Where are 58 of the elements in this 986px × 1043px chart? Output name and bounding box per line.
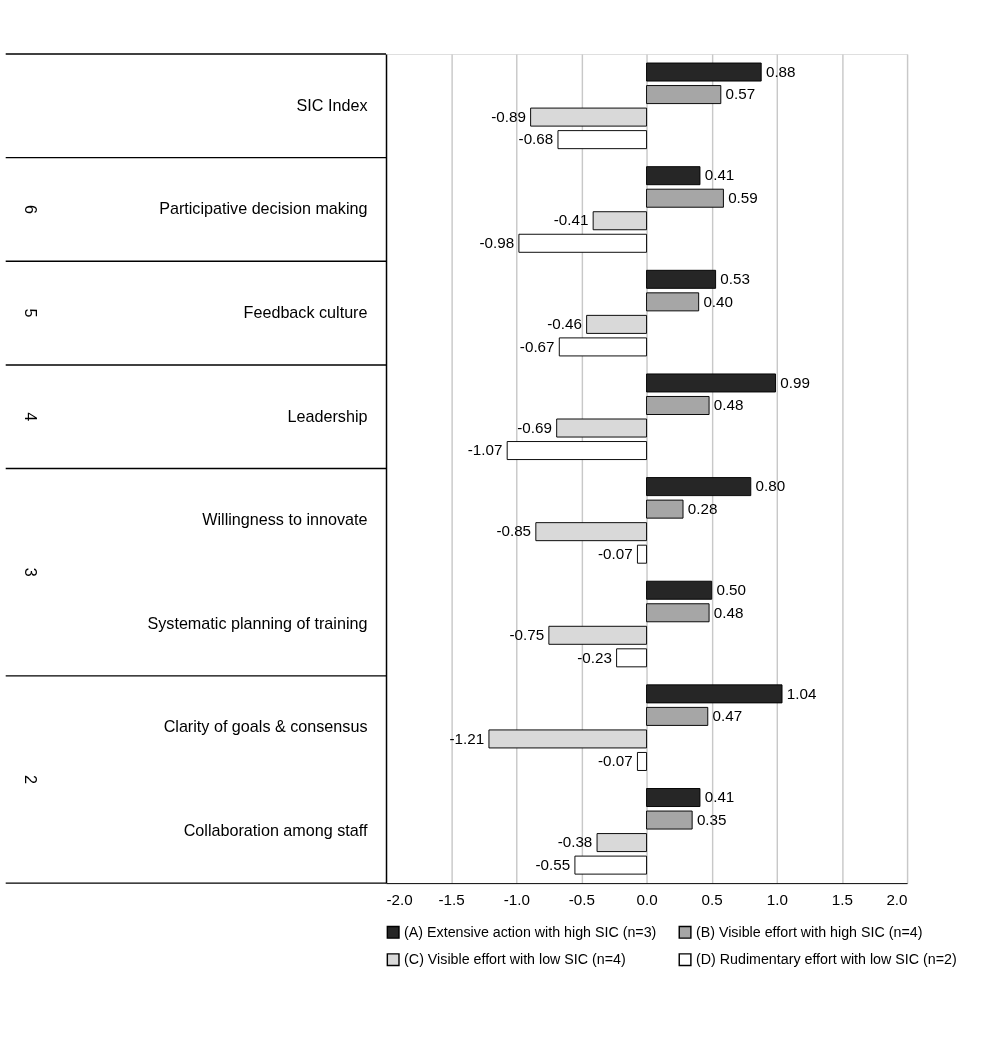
- data-label: -1.07: [467, 441, 503, 459]
- legend-label: (D) Rudimentary effort with low SIC (n=2): [696, 951, 957, 968]
- x-tick-label: -2.0: [386, 891, 413, 909]
- x-tick-label: 0.5: [701, 891, 723, 909]
- data-label: 1.04: [786, 684, 817, 702]
- data-label: 0.59: [728, 188, 758, 206]
- y-tick-label: Systematic planning of training: [147, 613, 368, 632]
- data-label: -0.07: [598, 544, 633, 562]
- data-label: 0.80: [755, 477, 786, 495]
- y-tick-label: Participative decision making: [159, 199, 368, 218]
- data-label: -0.67: [519, 337, 555, 355]
- data-label: 0.57: [725, 85, 756, 103]
- data-label: 0.88: [765, 62, 796, 80]
- y-tick-label: Clarity of goals & consensus: [163, 717, 368, 736]
- data-label: 0.47: [712, 707, 743, 725]
- legend-label: (A) Extensive action with high SIC (n=3): [404, 924, 657, 941]
- x-tick-label: 2.0: [886, 891, 908, 909]
- data-label: 0.53: [720, 270, 750, 288]
- y-tick-label: Leadership: [287, 406, 368, 425]
- x-tick-label: -1.5: [438, 891, 465, 909]
- x-tick-label: 0.0: [636, 891, 658, 909]
- y-tick-label: Willingness to innovate: [202, 510, 368, 529]
- legend-label: (C) Visible effort with low SIC (n=4): [404, 951, 626, 968]
- text: 2: [21, 774, 40, 784]
- data-label: 0.40: [703, 292, 734, 310]
- y-tick-label: Collaboration among staff: [183, 821, 368, 840]
- data-label: -0.07: [598, 752, 633, 770]
- x-tick-label: 1.0: [766, 891, 788, 909]
- x-tick-label: 1.5: [831, 891, 853, 909]
- data-label: -0.69: [517, 418, 552, 436]
- x-tick-label: -0.5: [568, 891, 595, 909]
- data-label: 0.28: [687, 499, 718, 517]
- text: 5: [21, 308, 40, 318]
- data-label: -0.41: [553, 211, 589, 229]
- data-label: 0.48: [713, 603, 744, 621]
- data-label: -0.46: [547, 315, 582, 333]
- data-label: -0.98: [479, 234, 515, 252]
- data-label: 0.50: [716, 580, 747, 598]
- data-label: -0.75: [509, 626, 545, 644]
- data-label: -0.38: [557, 833, 593, 851]
- text: 6: [21, 204, 40, 214]
- data-label: 0.41: [704, 788, 735, 806]
- data-label: 0.35: [696, 810, 727, 828]
- legend-label: (B) Visible effort with high SIC (n=4): [696, 924, 923, 941]
- text: 4: [21, 412, 40, 422]
- data-label: 0.99: [780, 373, 810, 391]
- text: 3: [21, 567, 40, 577]
- data-label: -0.55: [535, 855, 571, 873]
- y-tick-label: SIC Index: [296, 95, 368, 114]
- x-tick-label: -1.0: [503, 891, 530, 909]
- data-label: -0.68: [518, 130, 554, 148]
- data-label: 0.41: [704, 166, 735, 184]
- y-tick-label: Feedback culture: [243, 302, 368, 321]
- data-label: -0.89: [491, 107, 526, 125]
- data-label: -1.21: [449, 729, 485, 747]
- data-label: 0.48: [713, 396, 744, 414]
- data-label: -0.23: [577, 648, 612, 666]
- data-label: -0.85: [496, 522, 532, 540]
